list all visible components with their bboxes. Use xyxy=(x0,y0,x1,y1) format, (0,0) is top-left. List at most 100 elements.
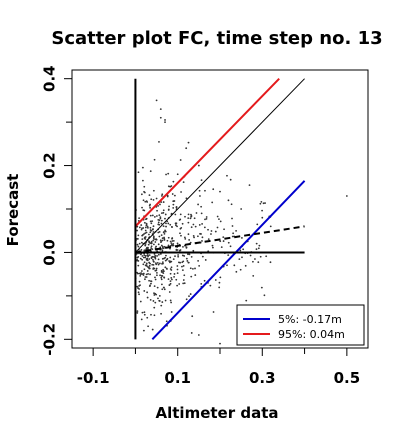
scatter-point xyxy=(203,279,206,282)
scatter-point xyxy=(146,246,148,249)
scatter-point xyxy=(150,282,152,285)
scatter-point xyxy=(179,232,181,235)
scatter-point xyxy=(182,245,184,248)
scatter-point xyxy=(190,275,193,278)
scatter-point xyxy=(238,258,241,261)
scatter-point xyxy=(257,247,260,250)
scatter-point xyxy=(186,260,189,262)
scatter-point xyxy=(218,218,220,221)
scatter-point xyxy=(164,213,167,216)
scatter-point xyxy=(149,298,152,301)
scatter-point xyxy=(143,209,146,212)
x-axis: -0.1 0.1 0.3 0.5 xyxy=(77,348,360,387)
scatter-point xyxy=(176,284,179,287)
scatter-point xyxy=(142,263,145,266)
scatter-point xyxy=(145,231,148,234)
scatter-point xyxy=(152,189,155,192)
scatter-point xyxy=(145,257,148,260)
scatter-point xyxy=(190,332,193,334)
scatter-point xyxy=(178,219,181,221)
scatter-point xyxy=(258,244,261,247)
scatter-point xyxy=(159,216,162,218)
scatter-point xyxy=(173,200,176,202)
scatter-point xyxy=(198,189,201,192)
scatter-point xyxy=(235,230,237,232)
scatter-point xyxy=(156,209,158,212)
scatter-point xyxy=(175,206,178,209)
scatter-point xyxy=(142,179,144,182)
scatter-point xyxy=(150,245,153,248)
scatter-point xyxy=(141,258,144,261)
scatter-point xyxy=(163,288,166,291)
scatter-point xyxy=(259,202,262,205)
scatter-point xyxy=(229,245,232,248)
scatter-point xyxy=(161,257,164,260)
y-tick-label: -0.2 xyxy=(41,323,59,356)
scatter-point xyxy=(161,239,164,242)
scatter-point xyxy=(189,293,192,295)
scatter-point xyxy=(233,264,236,267)
scatter-point xyxy=(138,288,141,290)
scatter-point xyxy=(148,204,151,207)
scatter-point xyxy=(149,226,152,229)
scatter-point xyxy=(155,269,158,272)
scatter-point xyxy=(146,270,149,272)
scatter-point xyxy=(143,185,146,188)
scatter-point xyxy=(214,230,217,233)
scatter-point xyxy=(187,233,190,236)
scatter-point xyxy=(160,275,163,277)
scatter-point xyxy=(139,300,142,303)
scatter-point xyxy=(140,241,143,244)
scatter-point xyxy=(138,226,141,229)
scatter-point xyxy=(169,260,172,263)
scatter-point xyxy=(140,318,143,321)
scatter-point xyxy=(214,279,217,281)
scatter-point xyxy=(154,278,157,281)
scatter-point xyxy=(193,236,195,239)
scatter-point xyxy=(143,191,146,194)
scatter-point xyxy=(139,284,141,287)
scatter-point xyxy=(212,311,215,313)
scatter-point xyxy=(255,242,258,245)
scatter-point xyxy=(192,249,195,252)
lower-5-line xyxy=(151,180,306,341)
scatter-point xyxy=(158,262,161,265)
scatter-point xyxy=(269,225,272,228)
scatter-point xyxy=(200,282,203,285)
scatter-point xyxy=(156,286,159,289)
scatter-point xyxy=(164,119,166,121)
scatter-point xyxy=(160,278,163,281)
scatter-point xyxy=(219,342,221,345)
scatter-point xyxy=(143,221,146,224)
scatter-point xyxy=(151,263,154,266)
scatter-point xyxy=(163,276,165,279)
scatter-point xyxy=(162,225,165,228)
scatter-point xyxy=(260,286,263,289)
scatter-point xyxy=(155,238,158,241)
scatter-point xyxy=(148,254,151,257)
scatter-point xyxy=(179,213,182,216)
scatter-point xyxy=(185,257,188,260)
scatter-point xyxy=(167,244,170,247)
scatter-point xyxy=(140,270,143,272)
scatter-point xyxy=(169,272,172,275)
x-axis-label: Altimeter data xyxy=(156,404,279,422)
scatter-point xyxy=(181,265,183,268)
scatter-point xyxy=(146,316,149,319)
scatter-point xyxy=(137,264,140,267)
scatter-point xyxy=(167,172,170,175)
scatter-point xyxy=(212,188,215,191)
scatter-point xyxy=(157,253,160,256)
scatter-point xyxy=(148,194,151,197)
scatter-point xyxy=(168,205,170,208)
scatter-point xyxy=(179,159,182,161)
scatter-point xyxy=(169,256,172,259)
scatter-point xyxy=(140,228,143,231)
scatter-point xyxy=(159,116,162,119)
scatter-point xyxy=(197,259,200,262)
scatter-point xyxy=(136,271,138,274)
scatter-point xyxy=(153,285,156,288)
scatter-point xyxy=(154,301,157,304)
scatter-point xyxy=(172,258,175,261)
scatter-point xyxy=(241,256,243,259)
